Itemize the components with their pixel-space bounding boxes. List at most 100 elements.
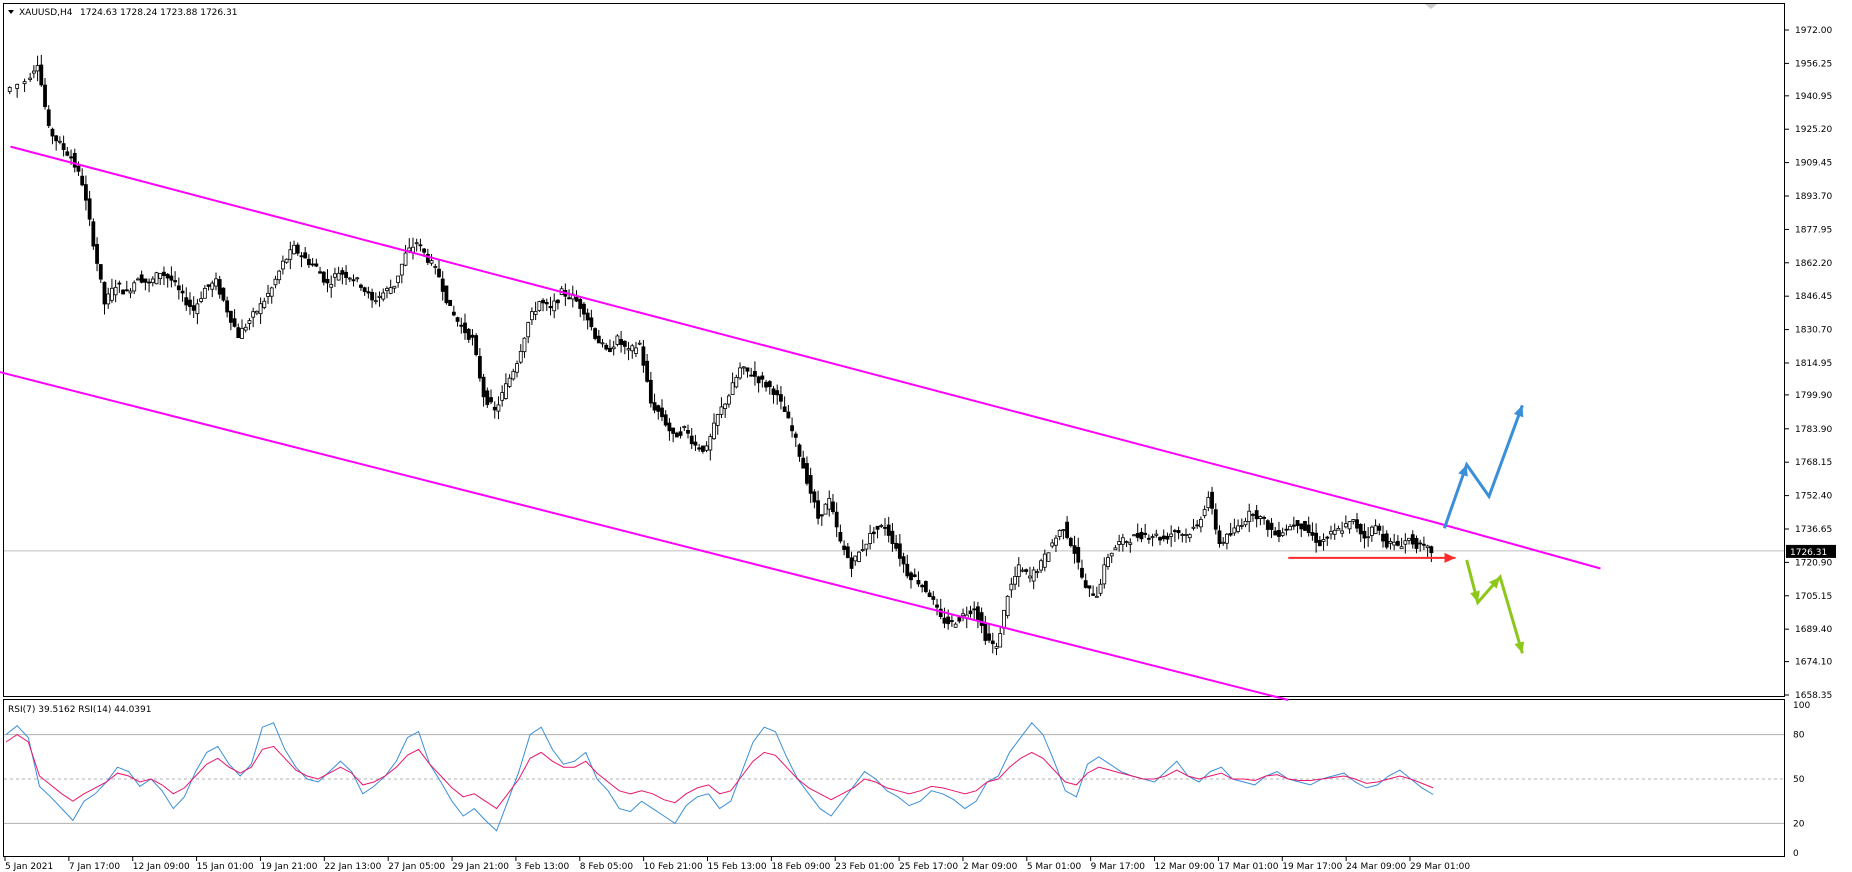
- candle-body: [117, 282, 122, 285]
- time-tick-label: 22 Jan 13:00: [324, 862, 381, 872]
- candle-body: [626, 348, 631, 351]
- candle-body: [128, 290, 133, 294]
- bullish-arrowhead-icon: [1458, 464, 1468, 477]
- candle-body: [251, 311, 256, 318]
- scroll-marker-icon[interactable]: [1425, 4, 1437, 9]
- price-tick-label: 1658.35: [1795, 691, 1832, 701]
- price-tick-label: 1705.15: [1795, 592, 1832, 602]
- channel-lower-line: [0, 371, 1289, 701]
- ohlc-label: 1724.63 1728.24 1723.88 1726.31: [80, 8, 237, 18]
- drawings[interactable]: [0, 145, 1601, 701]
- candle-body: [1009, 583, 1014, 591]
- candle-body: [1016, 564, 1021, 577]
- candle-body: [1422, 543, 1426, 546]
- candle-body: [1169, 533, 1174, 537]
- candle-body: [314, 263, 319, 267]
- candle-body: [113, 286, 118, 296]
- candle-body: [273, 278, 278, 286]
- time-tick-label: 29 Jan 21:00: [452, 862, 509, 872]
- candle-body: [448, 299, 453, 307]
- candle-body: [269, 287, 274, 297]
- candle-body: [228, 310, 233, 323]
- candle-body: [102, 281, 107, 305]
- candle-body: [808, 475, 813, 494]
- candle-body: [98, 264, 103, 280]
- candle-body: [1343, 523, 1348, 528]
- price-tick-label: 1674.10: [1795, 658, 1832, 668]
- candle-body: [299, 255, 304, 258]
- price-tick-label: 1972.00: [1795, 26, 1832, 36]
- candle-body: [1184, 534, 1188, 536]
- candle-body: [660, 407, 664, 418]
- candle-body: [756, 376, 761, 384]
- candle-body: [43, 84, 47, 108]
- candle-body: [704, 445, 709, 451]
- candle-body: [1262, 517, 1266, 519]
- candle-body: [1050, 542, 1055, 547]
- candle-body: [860, 549, 865, 551]
- candle-body: [1128, 542, 1133, 545]
- candle-body: [1254, 510, 1259, 520]
- candle-body: [162, 271, 166, 276]
- candle-body: [760, 375, 765, 380]
- candle-body: [240, 328, 244, 339]
- candle-body: [258, 303, 263, 315]
- candle-body: [693, 441, 698, 446]
- candle-body: [503, 383, 508, 399]
- candle-body: [437, 268, 441, 278]
- price-axis: 1972.00 1956.25 1940.95 1925.20 1909.45 1893.…: [1785, 26, 1832, 701]
- candle-body: [474, 335, 479, 355]
- candle-body: [596, 335, 601, 344]
- bullish-arrowhead-icon: [1513, 405, 1524, 418]
- candle-body: [277, 270, 282, 281]
- candle-body: [1102, 564, 1107, 585]
- candle-body: [292, 244, 296, 255]
- price-tick-label: 1689.40: [1795, 625, 1832, 635]
- symbol-dropdown-icon[interactable]: [8, 10, 14, 14]
- candle-body: [615, 335, 620, 345]
- candle-body: [723, 403, 728, 410]
- candle-body: [957, 617, 962, 622]
- candles: [7, 54, 1434, 656]
- candle-body: [738, 367, 742, 379]
- candle-body: [336, 272, 341, 281]
- candle-body: [994, 646, 999, 649]
- candle-body: [674, 432, 679, 438]
- candle-body: [1329, 531, 1333, 535]
- candle-body: [173, 280, 178, 283]
- candle-body: [295, 244, 300, 254]
- candle-body: [1042, 553, 1047, 568]
- candle-body: [433, 266, 438, 268]
- candle-body: [399, 263, 404, 276]
- candle-body: [1247, 510, 1252, 522]
- candle-body: [797, 444, 802, 457]
- candle-body: [875, 525, 880, 530]
- candle-body: [39, 64, 44, 86]
- candle-body: [857, 551, 861, 562]
- candle-body: [879, 524, 884, 527]
- time-tick-label: 15 Jan 01:00: [197, 862, 254, 872]
- time-tick-label: 29 Mar 01:00: [1410, 862, 1470, 872]
- candle-body: [262, 300, 267, 308]
- candle-body: [1065, 521, 1070, 538]
- candle-body: [556, 299, 560, 304]
- candle-body: [455, 317, 460, 322]
- candle-body: [883, 527, 887, 529]
- candle-body: [630, 345, 635, 352]
- candle-body: [31, 70, 36, 74]
- candle-body: [790, 425, 794, 432]
- candle-body: [827, 497, 832, 510]
- candle-body: [147, 281, 151, 284]
- candle-body: [132, 282, 137, 292]
- candle-body: [987, 633, 991, 641]
- candle-body: [678, 431, 683, 436]
- candle-body: [567, 297, 571, 300]
- candle-body: [786, 411, 791, 419]
- candle-body: [530, 311, 534, 321]
- rsi-panel: 100 50 20 80 0: [4, 701, 1810, 859]
- candle-body: [582, 303, 586, 315]
- candle-body: [686, 429, 690, 434]
- price-tick-label: 1799.90: [1795, 391, 1832, 401]
- candle-body: [28, 77, 33, 80]
